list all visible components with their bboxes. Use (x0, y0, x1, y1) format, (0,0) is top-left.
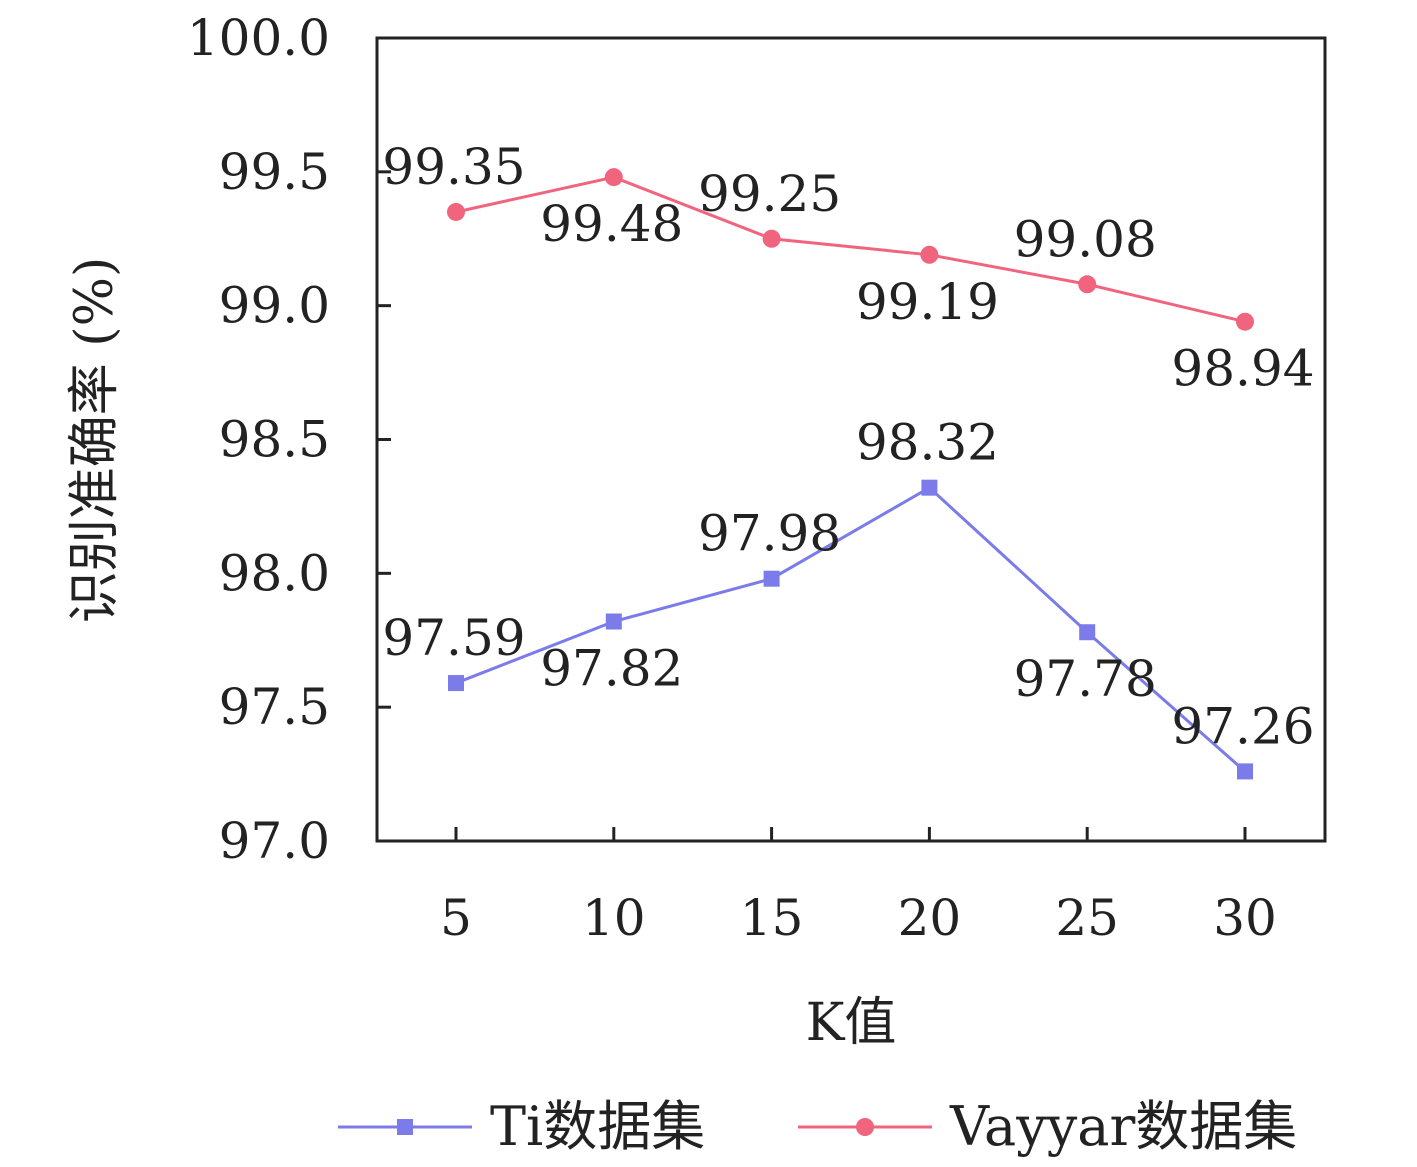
x-tick-label: 5 (440, 889, 472, 947)
series-layer (447, 168, 1254, 780)
data-label: 97.98 (698, 505, 841, 563)
data-point (763, 570, 780, 587)
data-point (762, 229, 781, 248)
x-axis-title: K值 (806, 993, 897, 1053)
x-tick-label: 30 (1213, 889, 1277, 947)
data-label: 97.78 (1014, 650, 1157, 708)
legend-label: Ti数据集 (490, 1095, 705, 1158)
data-label: 99.48 (540, 195, 683, 253)
x-tick-label: 20 (898, 889, 962, 947)
data-label: 98.32 (856, 414, 999, 472)
x-tick-label: 15 (740, 889, 804, 947)
y-tick-label: 97.0 (219, 812, 330, 870)
data-label: 97.82 (540, 640, 683, 698)
x-axis: 5 10 15 20 25 30 (440, 827, 1277, 947)
data-point (920, 245, 939, 264)
data-point (447, 202, 465, 221)
data-label: 99.25 (698, 165, 841, 223)
data-label: 99.35 (382, 138, 525, 196)
y-tick-label: 97.5 (219, 678, 330, 736)
y-axis-title: 识别准确率 (%) (65, 257, 125, 624)
y-tick-label: 99.0 (219, 277, 330, 335)
legend-marker (856, 1118, 874, 1136)
y-tick-label: 100.0 (187, 9, 330, 67)
data-point (1237, 763, 1253, 780)
data-point (921, 479, 938, 496)
data-point (1078, 275, 1097, 294)
y-tick-label: 98.5 (219, 411, 330, 469)
x-tick-label: 10 (582, 889, 646, 947)
data-label: 97.26 (1171, 697, 1314, 755)
data-point (604, 168, 623, 187)
series-line-1 (455, 485, 1246, 773)
y-tick-label: 99.5 (219, 143, 330, 201)
data-label: 99.08 (1014, 210, 1157, 268)
data-point (605, 613, 622, 630)
data-label: 98.94 (1171, 340, 1314, 398)
data-label: 99.19 (856, 273, 999, 331)
legend: Ti数据集 Vayyar数据集 (338, 1095, 1297, 1158)
data-point (1079, 624, 1096, 641)
data-label: 97.59 (382, 609, 525, 667)
y-axis: 97.0 97.5 98.0 98.5 99.0 99.5 100.0 (187, 9, 391, 870)
data-point (1236, 312, 1254, 331)
y-tick-label: 98.0 (219, 544, 330, 602)
data-point (448, 675, 464, 692)
x-tick-label: 25 (1055, 889, 1119, 947)
legend-marker (397, 1119, 413, 1135)
series-line-2 (455, 175, 1246, 324)
legend-label: Vayyar数据集 (949, 1095, 1297, 1158)
